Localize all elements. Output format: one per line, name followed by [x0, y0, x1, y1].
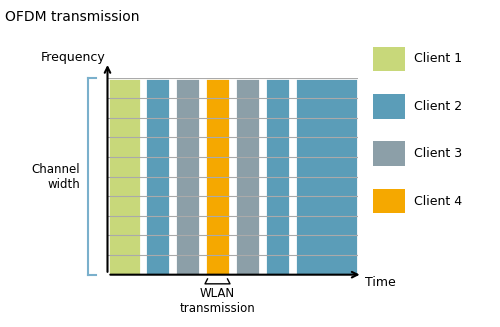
Bar [295, 78, 358, 275]
Text: Client 4: Client 4 [414, 195, 462, 208]
Text: Client 1: Client 1 [414, 52, 462, 65]
Bar [108, 78, 142, 275]
Text: OFDM transmission: OFDM transmission [5, 10, 140, 24]
Bar [205, 78, 230, 275]
Bar [145, 78, 170, 275]
Text: Time: Time [365, 276, 396, 289]
Text: Client 2: Client 2 [414, 100, 462, 113]
Bar [235, 78, 260, 275]
Bar [265, 78, 290, 275]
Text: Frequency: Frequency [40, 51, 105, 64]
Text: Channel
width: Channel width [32, 163, 80, 191]
Bar [175, 78, 200, 275]
Text: WLAN
transmission: WLAN transmission [180, 287, 256, 315]
Text: Client 3: Client 3 [414, 147, 462, 160]
